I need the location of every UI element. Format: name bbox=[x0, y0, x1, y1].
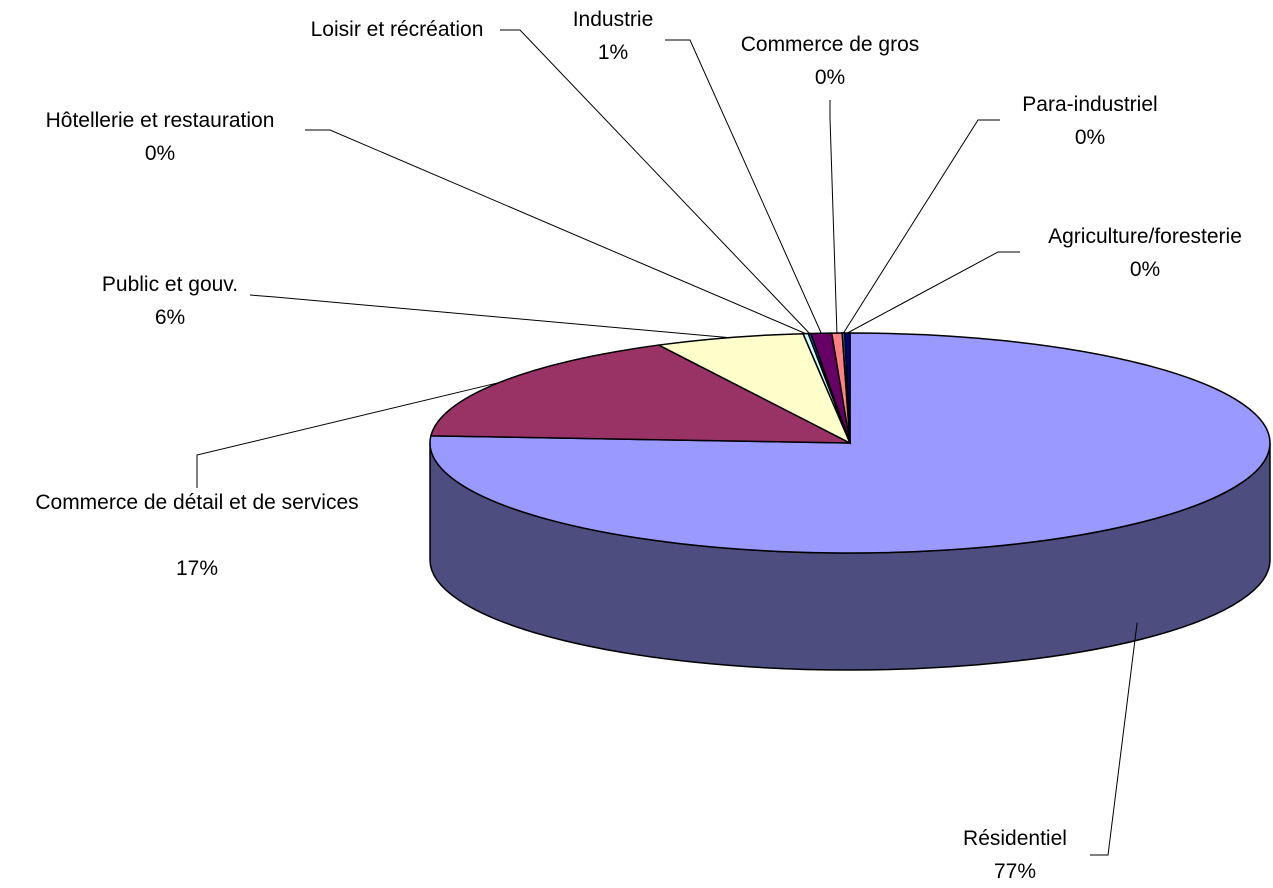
slice-value-label: 0% bbox=[1074, 126, 1106, 149]
slice-value-label: 0% bbox=[814, 66, 846, 89]
slice-label: Public et gouv. bbox=[101, 273, 239, 296]
slice-value-label: 6% bbox=[154, 306, 186, 329]
slice-label: Commerce de gros bbox=[740, 33, 920, 56]
slice-label: Agriculture/foresterie bbox=[1048, 225, 1242, 248]
slice-value-label: 0% bbox=[1129, 258, 1161, 281]
slice-label: Commerce de détail et de services bbox=[35, 491, 359, 514]
slice-label: Hôtellerie et restauration bbox=[45, 109, 275, 132]
slice-value-label: 17% bbox=[175, 557, 219, 580]
leader-line bbox=[829, 100, 838, 334]
slice-label: Résidentiel bbox=[963, 827, 1067, 850]
leader-line bbox=[843, 119, 1000, 334]
leader-line bbox=[847, 251, 1020, 334]
slice-value-label: 77% bbox=[993, 860, 1037, 883]
pie-slice bbox=[656, 332, 852, 445]
leader-line bbox=[665, 39, 822, 334]
leader-line bbox=[196, 382, 500, 488]
slice-value-label: 0% bbox=[144, 142, 176, 165]
leader-line bbox=[500, 29, 810, 334]
slice-label: Loisir et récréation bbox=[310, 18, 484, 41]
slice-label: Para-industriel bbox=[1022, 93, 1158, 116]
leader-line bbox=[249, 294, 729, 339]
leader-line bbox=[305, 129, 806, 335]
slice-value-label: 1% bbox=[597, 41, 629, 64]
leader-line bbox=[1090, 622, 1138, 856]
slice-label: Industrie bbox=[572, 8, 654, 31]
